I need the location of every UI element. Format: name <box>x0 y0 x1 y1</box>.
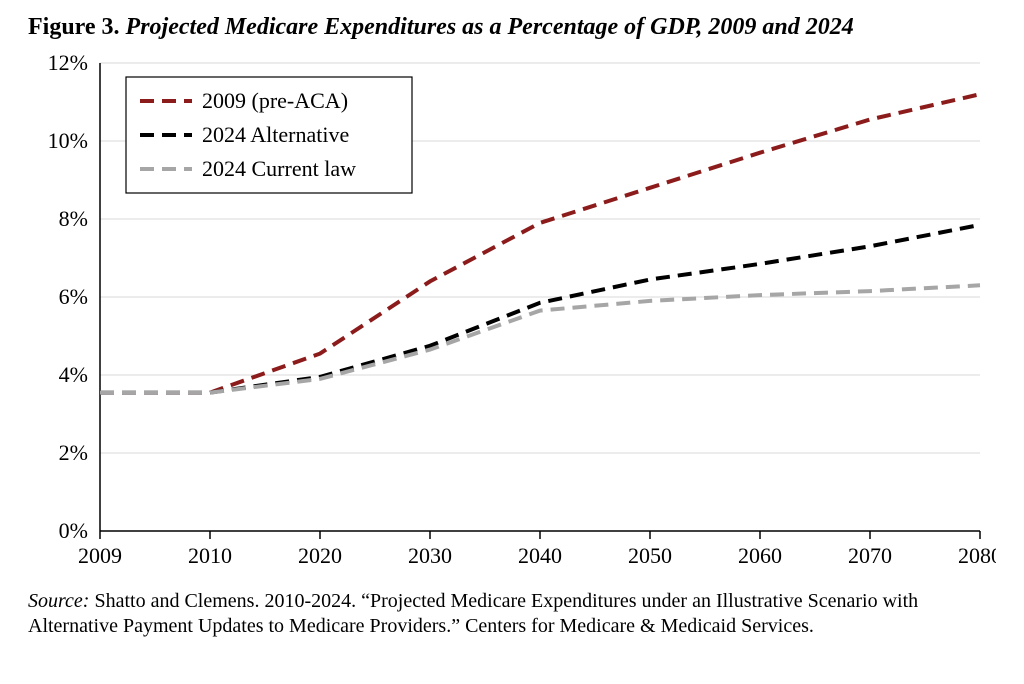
x-tick-label: 2070 <box>848 543 892 568</box>
y-tick-label: 8% <box>59 206 88 231</box>
x-tick-label: 2060 <box>738 543 782 568</box>
figure-source: Source: Shatto and Clemens. 2010-2024. “… <box>28 589 988 639</box>
chart-area: 0% 2% 4% 6% 8% 10% 12% 2009 2010 2020 2030 2040 2050… <box>28 47 996 577</box>
figure-title: Figure 3. Projected Medicare Expenditure… <box>28 14 996 41</box>
line-chart-svg: 0% 2% 4% 6% 8% 10% 12% 2009 2010 2020 2030 2040 2050… <box>28 47 996 577</box>
y-tick-label: 0% <box>59 518 88 543</box>
legend-label: 2024 Current law <box>202 156 356 181</box>
x-tick-label: 2080 <box>958 543 996 568</box>
x-tick-label: 2030 <box>408 543 452 568</box>
y-tick-label: 4% <box>59 362 88 387</box>
legend-label: 2024 Alternative <box>202 122 349 147</box>
x-tick-label: 2010 <box>188 543 232 568</box>
y-tick-label: 6% <box>59 284 88 309</box>
x-tick-label: 2050 <box>628 543 672 568</box>
y-tick-label: 2% <box>59 440 88 465</box>
y-tick-label: 12% <box>48 50 88 75</box>
figure-caption: Projected Medicare Expenditures as a Per… <box>126 14 854 40</box>
x-tick-label: 2040 <box>518 543 562 568</box>
legend-label: 2009 (pre-ACA) <box>202 88 348 113</box>
x-tick-label: 2020 <box>298 543 342 568</box>
y-tick-label: 10% <box>48 128 88 153</box>
source-label: Source: <box>28 590 89 612</box>
figure-number: Figure 3. <box>28 14 126 40</box>
x-tick-label: 2009 <box>78 543 122 568</box>
figure-container: Figure 3. Projected Medicare Expenditure… <box>0 0 1024 684</box>
source-text: Shatto and Clemens. 2010-2024. “Projecte… <box>28 590 918 637</box>
